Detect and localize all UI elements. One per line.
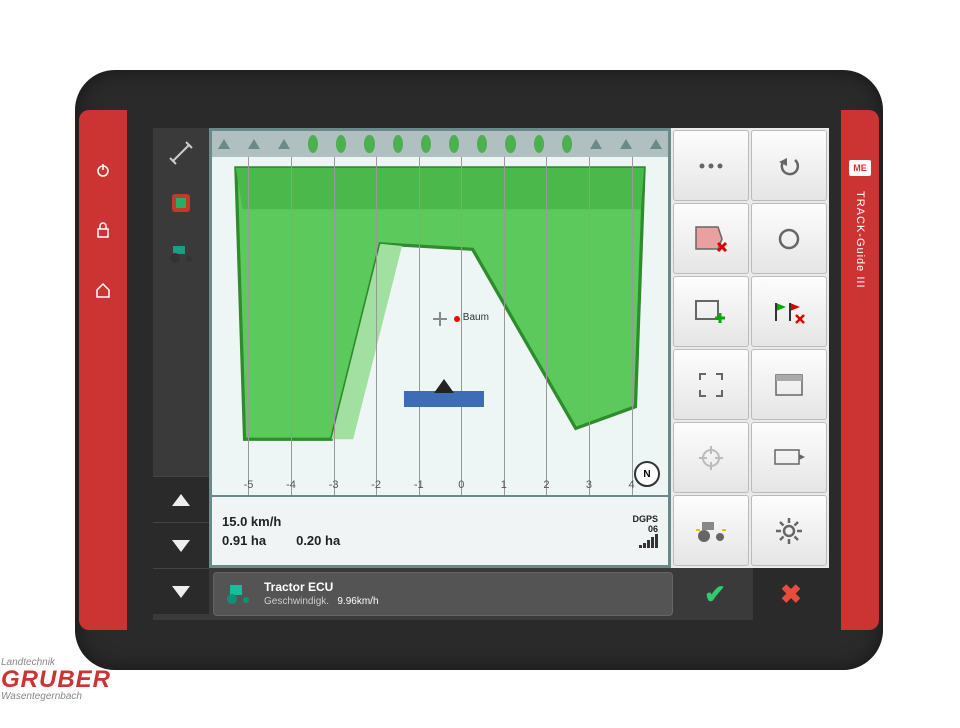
obstacle-marker	[454, 316, 460, 322]
guideline-number: -4	[286, 479, 296, 491]
tractor-icon	[224, 583, 252, 605]
ecu-title: Tractor ECU	[264, 580, 379, 596]
status-bar: 15.0 km/h 0.91 ha 0.20 ha DGPS 06	[212, 495, 668, 565]
guidance-map[interactable]: -5 -4 -3 -2 -1 0 1 2 3 4 Baum N	[212, 157, 668, 495]
ecu-status-card[interactable]: Tractor ECU Geschwindigk. 9.96km/h	[213, 572, 673, 616]
page-up-button[interactable]	[153, 476, 209, 522]
cancel-button[interactable]: ✖	[753, 568, 829, 620]
gps-mode: DGPS	[632, 514, 658, 524]
signal-icon	[639, 534, 658, 548]
guideline-number: 4	[628, 479, 634, 491]
tractor-tab[interactable]	[153, 228, 209, 278]
guideline-number: -3	[329, 479, 339, 491]
section-dot	[421, 135, 431, 153]
prev-app-button[interactable]	[153, 568, 209, 614]
area-worked: 0.91 ha	[222, 533, 266, 548]
gps-fix: 06	[648, 524, 658, 534]
guideline-number: 0	[458, 479, 464, 491]
guideline-number: -1	[414, 479, 424, 491]
screen: -5 -4 -3 -2 -1 0 1 2 3 4 Baum N 15.0 km/h 0.91 ha…	[153, 128, 829, 620]
brand-logo: ME	[849, 160, 871, 176]
tractor-config-button[interactable]	[673, 495, 749, 566]
bezel-left	[79, 110, 127, 630]
guideline-number: -5	[244, 479, 254, 491]
map-panel: -5 -4 -3 -2 -1 0 1 2 3 4 Baum N 15.0 km/h 0.91 ha…	[209, 128, 671, 568]
watermark-line3: Wasentegernbach	[1, 692, 111, 702]
page-down-button[interactable]	[153, 522, 209, 568]
function-grid	[671, 128, 829, 568]
guideline-number: 3	[586, 479, 592, 491]
guideline-number: -2	[371, 479, 381, 491]
vehicle-marker	[404, 391, 484, 407]
calibrate-button[interactable]	[673, 422, 749, 493]
section-dot	[336, 135, 346, 153]
section-dot	[393, 135, 403, 153]
section-indicator-strip	[212, 131, 668, 157]
tools-tab[interactable]	[153, 128, 209, 178]
watermark-line2: GRUBER	[1, 668, 111, 692]
headland-button[interactable]	[751, 349, 827, 420]
record-button[interactable]	[751, 203, 827, 274]
section-dot	[505, 135, 515, 153]
guideline-number: 2	[543, 479, 549, 491]
area-remaining: 0.20 ha	[296, 533, 340, 548]
device-frame: ME TRACK-Guide III	[75, 70, 883, 670]
power-button[interactable]	[93, 160, 113, 180]
compass-icon: N	[634, 461, 660, 487]
section-dot	[308, 135, 318, 153]
left-sidebar	[153, 128, 209, 568]
obstacle-label: Baum	[463, 312, 489, 323]
more-menu[interactable]	[673, 130, 749, 201]
section-dot	[534, 135, 544, 153]
section-view-button[interactable]	[751, 422, 827, 493]
ecu-value: 9.96km/h	[337, 596, 378, 607]
home-button[interactable]	[93, 280, 113, 300]
product-name: TRACK-Guide III	[854, 191, 866, 289]
bottom-bar: Tractor ECU Geschwindigk. 9.96km/h ✔ ✖	[153, 568, 829, 620]
delete-field-button[interactable]	[673, 203, 749, 274]
app-tab[interactable]	[153, 178, 209, 228]
section-dot	[562, 135, 572, 153]
lock-button[interactable]	[93, 220, 113, 240]
fullscreen-button[interactable]	[673, 349, 749, 420]
section-dot	[364, 135, 374, 153]
ecu-label: Geschwindigk.	[264, 596, 329, 607]
bezel-right: ME TRACK-Guide III	[841, 110, 879, 630]
section-dot	[477, 135, 487, 153]
ab-flags-button[interactable]	[751, 276, 827, 347]
guideline-number: 1	[501, 479, 507, 491]
speed-value: 15.0 km/h	[222, 514, 340, 529]
confirm-button[interactable]: ✔	[677, 568, 753, 620]
add-boundary-button[interactable]	[673, 276, 749, 347]
dealer-watermark: Landtechnik GRUBER Wasentegernbach	[1, 658, 111, 702]
center-cross-icon	[433, 312, 447, 326]
section-dot	[449, 135, 459, 153]
settings-button[interactable]	[751, 495, 827, 566]
undo-button[interactable]	[751, 130, 827, 201]
